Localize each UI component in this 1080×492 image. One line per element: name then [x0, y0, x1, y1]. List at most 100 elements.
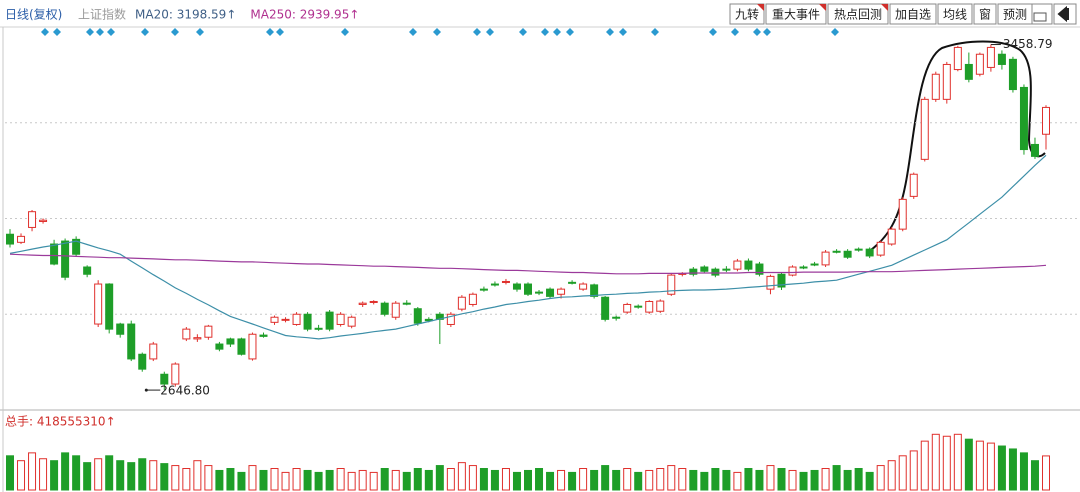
candle-body — [711, 268, 720, 276]
volume-bar — [1008, 448, 1017, 491]
candle-body — [248, 333, 257, 360]
volume-bar — [975, 440, 984, 491]
candle-body — [700, 266, 709, 272]
volume-bar — [501, 468, 510, 491]
volume-bar — [832, 465, 841, 491]
toolbar-button[interactable] — [827, 3, 889, 25]
volume-bar — [182, 468, 191, 491]
volume-bar — [281, 471, 290, 491]
volume-bar — [1019, 452, 1028, 491]
volume-bar — [920, 440, 929, 491]
candle-body — [634, 305, 643, 308]
volume-bar — [105, 455, 114, 491]
candle-body — [358, 302, 367, 305]
signal-icon — [141, 28, 149, 36]
toolbar-button[interactable] — [973, 3, 997, 25]
candle-body — [590, 284, 599, 297]
candle-body — [986, 46, 995, 68]
candle-body — [612, 316, 621, 319]
signal-icon — [831, 28, 839, 36]
volume-bar — [303, 469, 312, 491]
candle-body — [744, 260, 753, 270]
signal-icon — [553, 28, 561, 36]
volume-bar — [953, 433, 962, 491]
candle-body — [127, 323, 136, 360]
candle-body — [975, 53, 984, 75]
candle-body — [788, 266, 797, 276]
candle-body — [854, 248, 863, 251]
candle-body — [733, 260, 742, 270]
candle-body — [512, 283, 521, 290]
volume-bar — [61, 452, 70, 491]
candle-body — [61, 240, 70, 278]
volume-bar — [634, 471, 643, 491]
candle-body — [1019, 86, 1028, 151]
toolbar-button[interactable] — [765, 3, 827, 25]
volume-bar — [259, 469, 268, 491]
candle-body — [72, 238, 81, 255]
candle-body — [997, 53, 1006, 65]
volume-bar — [490, 469, 499, 491]
toolbar-button[interactable] — [729, 3, 765, 25]
toolbar-button[interactable] — [997, 3, 1033, 25]
volume-bar — [931, 433, 940, 491]
candle-body — [887, 228, 896, 245]
volume-bar — [204, 465, 213, 491]
volume-bar — [435, 465, 444, 491]
volume-bar — [358, 469, 367, 491]
volume-bar — [138, 458, 147, 491]
candle-body — [226, 338, 235, 345]
candle-body — [193, 337, 202, 340]
signal-icon — [53, 28, 61, 36]
toolbar-button-label: 热点回测 — [834, 8, 882, 22]
candle-body — [799, 266, 808, 269]
pin-icon — [1057, 5, 1069, 23]
signal-icon — [619, 28, 627, 36]
candle-body — [777, 273, 786, 288]
volume-bar — [623, 468, 632, 491]
toolbar-flag — [819, 4, 826, 11]
volume-bar — [116, 460, 125, 491]
candle-body — [479, 288, 488, 291]
volume-bar — [678, 468, 687, 491]
volume-bar — [83, 462, 92, 491]
signal-icon — [86, 28, 94, 36]
volume-bar — [369, 471, 378, 491]
candle-body — [601, 296, 610, 320]
candle-body — [215, 343, 224, 350]
candle-body — [557, 288, 566, 295]
candle-body — [568, 281, 577, 284]
signal-icon — [486, 28, 494, 36]
candle-body — [259, 334, 268, 337]
volume-bar — [39, 458, 48, 491]
candle-body — [722, 268, 731, 271]
signal-icon — [606, 28, 614, 36]
candle-body — [909, 173, 918, 197]
toolbar-button[interactable] — [889, 3, 937, 25]
candle-body — [821, 251, 830, 266]
period-label: 日线(复权) — [5, 8, 62, 22]
volume-bar — [1030, 460, 1039, 491]
signal-icon — [171, 28, 179, 36]
volume-bar — [1042, 455, 1050, 491]
candle-body — [94, 283, 103, 325]
candle-body — [457, 296, 466, 310]
toolbar-button[interactable] — [937, 3, 973, 25]
chart-title: 上证指数 — [78, 7, 126, 22]
volume-bar — [6, 455, 14, 491]
candle-body — [325, 311, 334, 330]
toolbar-flag — [881, 4, 888, 11]
candle-body — [6, 233, 14, 245]
candle-body — [920, 98, 929, 160]
ma-line — [9, 154, 1047, 340]
candle-body — [524, 283, 532, 295]
volume-bar — [237, 471, 246, 491]
volume-bar — [402, 471, 411, 491]
volume-bar — [755, 469, 764, 491]
candle-body — [281, 318, 290, 321]
candle-body — [28, 211, 37, 228]
candle-body — [865, 248, 874, 257]
candle-body — [105, 283, 114, 330]
